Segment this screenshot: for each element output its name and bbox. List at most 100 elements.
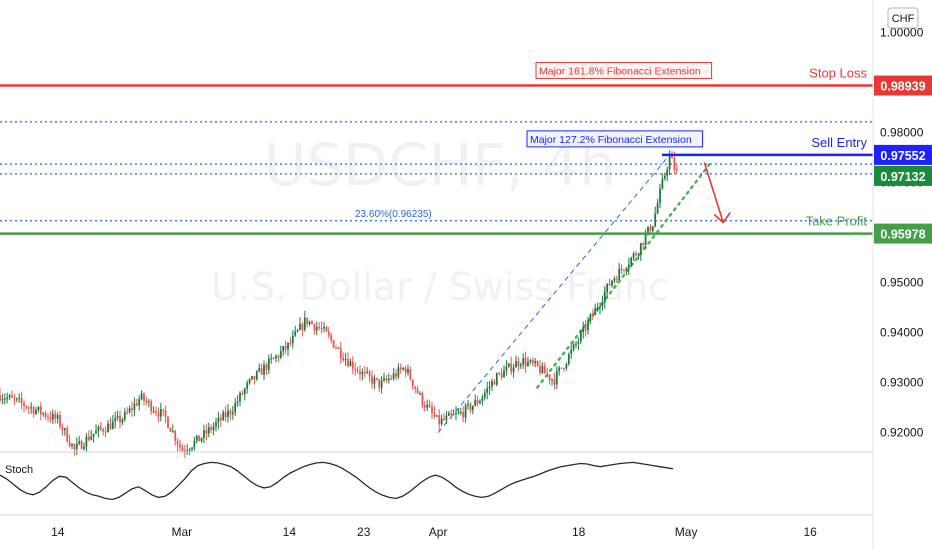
currency-badge[interactable] bbox=[887, 7, 919, 29]
time-tick-label: 16 bbox=[803, 525, 817, 539]
candle-body bbox=[272, 358, 275, 360]
candle-body bbox=[447, 413, 450, 416]
level-label-stop-loss: Stop Loss bbox=[809, 66, 867, 81]
candle-body bbox=[546, 373, 549, 375]
stoch-line bbox=[0, 461, 674, 501]
candle-body bbox=[522, 358, 525, 365]
time-tick-label: Apr bbox=[429, 525, 448, 539]
candle-body bbox=[632, 253, 635, 258]
candle-body bbox=[332, 340, 335, 348]
candle-body bbox=[27, 407, 30, 409]
candle-body bbox=[54, 413, 57, 419]
candle-body bbox=[464, 405, 467, 418]
candle-body bbox=[30, 407, 33, 409]
time-tick-label: May bbox=[675, 525, 698, 539]
price-axis[interactable]: 1.000000.980000.970000.950000.940000.930… bbox=[872, 0, 932, 550]
candle-body bbox=[467, 403, 469, 406]
candle-body bbox=[517, 361, 520, 366]
candle-body bbox=[306, 317, 309, 325]
price-channel bbox=[437, 154, 713, 433]
time-tick-label: 18 bbox=[572, 525, 586, 539]
price-tick-label: 0.95000 bbox=[880, 276, 924, 290]
candle-body bbox=[107, 423, 109, 433]
annotation-box bbox=[526, 130, 704, 148]
candle-body bbox=[135, 403, 138, 406]
candle-body bbox=[143, 393, 145, 401]
candle-body bbox=[3, 398, 6, 400]
candle-body bbox=[603, 292, 606, 303]
candle-body bbox=[503, 370, 505, 378]
candle-body bbox=[363, 371, 366, 373]
candle-body bbox=[452, 414, 455, 416]
candle-body bbox=[162, 409, 165, 411]
candle-body bbox=[234, 402, 237, 413]
candle-body bbox=[409, 369, 412, 380]
candle-body bbox=[205, 430, 208, 434]
candle-body bbox=[594, 307, 597, 315]
candle-body bbox=[407, 369, 409, 373]
candle-body bbox=[666, 169, 669, 176]
candle-body bbox=[399, 367, 402, 370]
candle-body bbox=[318, 326, 321, 328]
candle-body bbox=[152, 411, 155, 413]
candle-body bbox=[510, 363, 513, 372]
candle-body bbox=[155, 411, 157, 413]
price-level-box bbox=[874, 223, 932, 244]
candle-body bbox=[563, 367, 565, 369]
time-tick-label: 14 bbox=[283, 525, 297, 539]
candle-body bbox=[505, 366, 508, 371]
candle-body bbox=[85, 436, 88, 447]
candle-body bbox=[471, 405, 474, 411]
candle-body bbox=[469, 403, 472, 411]
candle-body bbox=[147, 401, 150, 403]
candle-body bbox=[308, 321, 311, 325]
candle-body bbox=[186, 450, 189, 452]
candle-body bbox=[649, 226, 652, 232]
candle-body bbox=[181, 447, 184, 451]
time-axis[interactable]: 14 Mar 14 23 Apr 18 May 16 bbox=[0, 514, 873, 539]
candle-body bbox=[584, 326, 587, 331]
candle-body bbox=[87, 436, 90, 440]
candle-body bbox=[644, 234, 647, 245]
candle-body bbox=[20, 398, 23, 403]
candle-body bbox=[229, 410, 232, 415]
candle-body bbox=[414, 386, 417, 389]
candle-body bbox=[541, 365, 544, 373]
candle-body bbox=[512, 367, 515, 372]
candle-body bbox=[37, 406, 40, 410]
candle-body bbox=[145, 400, 148, 402]
candle-body bbox=[375, 377, 378, 380]
candle-body bbox=[267, 358, 270, 370]
candle-body bbox=[673, 158, 676, 170]
price-level-box-label: 0.97552 bbox=[880, 149, 925, 163]
candle-body bbox=[6, 397, 9, 399]
candle-body bbox=[596, 307, 599, 309]
level-label-take-profit: Take Profit bbox=[806, 214, 868, 229]
candle-body bbox=[462, 411, 465, 418]
candle-body bbox=[102, 429, 105, 432]
candle-body bbox=[524, 358, 527, 366]
candle-body bbox=[654, 213, 657, 227]
candle-body bbox=[481, 397, 484, 402]
candle-body bbox=[402, 368, 405, 370]
candle-body bbox=[133, 403, 136, 410]
candle-body bbox=[263, 364, 265, 375]
price-tick-label: 0.98000 bbox=[880, 126, 924, 140]
candle-body bbox=[558, 367, 561, 371]
candle-body bbox=[387, 378, 390, 380]
candle-body bbox=[183, 450, 186, 452]
candle-body bbox=[373, 377, 376, 384]
candle-body bbox=[380, 380, 383, 388]
candle-body bbox=[395, 373, 397, 377]
candle-body bbox=[359, 371, 361, 375]
candle-body bbox=[551, 379, 553, 381]
candle-body bbox=[18, 398, 21, 400]
candle-body bbox=[579, 332, 582, 342]
candle-body bbox=[639, 243, 642, 255]
candle-body bbox=[66, 428, 69, 442]
candle-body bbox=[42, 413, 45, 415]
candle-body bbox=[193, 440, 196, 448]
